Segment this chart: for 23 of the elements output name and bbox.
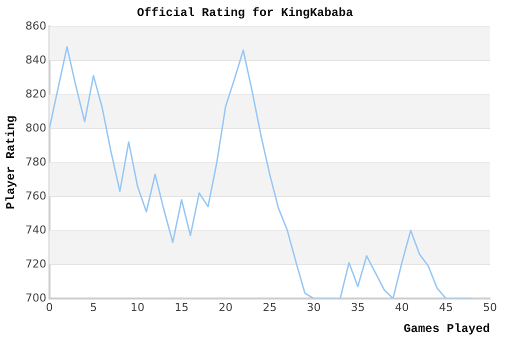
y-tick-label: 840 (25, 53, 46, 66)
y-tick-label: 740 (25, 223, 46, 236)
y-tick-label: 720 (25, 257, 46, 270)
x-tick-label: 50 (483, 300, 497, 314)
y-axis-title: Player Rating (4, 116, 18, 210)
x-tick-label: 15 (174, 300, 189, 314)
y-tick-label: 780 (25, 155, 46, 168)
x-tick-label: 30 (306, 300, 321, 314)
x-axis-title: Games Played (404, 322, 490, 336)
y-tick-label: 700 (25, 291, 46, 304)
x-tick-label: 0 (46, 300, 53, 314)
y-tick-label: 800 (25, 121, 46, 134)
x-tick-label: 45 (438, 300, 453, 314)
chart-title: Official Rating for KingKababa (136, 6, 354, 20)
x-tick-label: 5 (90, 300, 97, 314)
x-tick-label: 25 (262, 300, 277, 314)
y-tick-label: 820 (25, 87, 46, 100)
x-tick-label: 35 (350, 300, 365, 314)
x-tick-label: 20 (218, 300, 233, 314)
x-tick-label: 40 (394, 300, 409, 314)
y-tick-label: 860 (25, 19, 46, 32)
y-tick-label: 760 (25, 189, 46, 202)
x-tick-label: 10 (130, 300, 145, 314)
